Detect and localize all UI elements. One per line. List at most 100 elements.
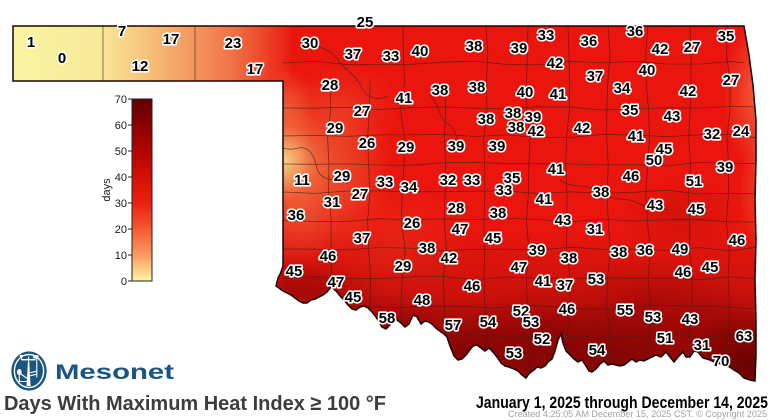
svg-text:42: 42 <box>574 120 591 137</box>
svg-text:24: 24 <box>733 123 750 140</box>
svg-text:53: 53 <box>588 271 605 288</box>
svg-text:41: 41 <box>536 191 553 208</box>
svg-text:46: 46 <box>559 301 576 318</box>
svg-text:35: 35 <box>622 102 639 119</box>
svg-text:Days With Maximum Heat Index ≥: Days With Maximum Heat Index ≥ 100 °F <box>4 392 386 415</box>
svg-text:26: 26 <box>404 215 421 232</box>
svg-text:Created 4:25:05 AM December 15: Created 4:25:05 AM December 15, 2025 CST… <box>508 409 767 420</box>
svg-text:39: 39 <box>511 40 528 57</box>
svg-text:43: 43 <box>647 197 664 214</box>
svg-text:50: 50 <box>646 152 663 169</box>
svg-text:38: 38 <box>508 119 525 136</box>
svg-text:54: 54 <box>480 314 497 331</box>
svg-text:40: 40 <box>115 172 127 184</box>
svg-text:28: 28 <box>448 200 465 217</box>
svg-text:52: 52 <box>513 303 530 320</box>
svg-text:38: 38 <box>466 38 483 55</box>
svg-text:11: 11 <box>294 172 310 189</box>
svg-text:46: 46 <box>729 232 746 249</box>
svg-text:33: 33 <box>496 182 513 199</box>
svg-text:38: 38 <box>419 240 436 257</box>
svg-text:47: 47 <box>511 259 528 276</box>
svg-text:42: 42 <box>652 41 669 58</box>
svg-text:42: 42 <box>680 83 697 100</box>
svg-text:27: 27 <box>352 186 369 203</box>
svg-text:37: 37 <box>587 68 604 85</box>
svg-text:53: 53 <box>506 345 523 362</box>
svg-text:38: 38 <box>561 250 578 267</box>
svg-text:31: 31 <box>324 194 341 211</box>
svg-text:36: 36 <box>288 207 305 224</box>
svg-text:48: 48 <box>414 292 431 309</box>
svg-text:17: 17 <box>163 31 180 48</box>
svg-text:63: 63 <box>736 328 753 345</box>
svg-text:January 1, 2025 through Decemb: January 1, 2025 through December 14, 202… <box>476 394 768 412</box>
svg-text:29: 29 <box>398 139 415 156</box>
svg-text:42: 42 <box>528 123 545 140</box>
svg-text:39: 39 <box>525 109 542 126</box>
svg-text:47: 47 <box>452 221 469 238</box>
svg-text:38: 38 <box>469 79 486 96</box>
svg-text:53: 53 <box>523 314 540 331</box>
svg-text:27: 27 <box>684 39 701 56</box>
svg-text:46: 46 <box>675 264 692 281</box>
svg-text:36: 36 <box>581 33 598 50</box>
svg-text:39: 39 <box>717 159 734 176</box>
svg-text:53: 53 <box>645 309 662 326</box>
svg-text:38: 38 <box>505 105 522 122</box>
svg-text:60: 60 <box>115 120 127 132</box>
svg-text:7: 7 <box>118 23 126 40</box>
svg-text:41: 41 <box>628 128 645 145</box>
svg-text:33: 33 <box>464 172 481 189</box>
svg-text:45: 45 <box>688 201 705 218</box>
svg-text:35: 35 <box>504 170 521 187</box>
svg-text:45: 45 <box>485 230 502 247</box>
svg-text:32: 32 <box>440 172 457 189</box>
svg-text:43: 43 <box>682 311 699 328</box>
svg-text:70: 70 <box>713 353 730 370</box>
svg-text:50: 50 <box>115 146 127 158</box>
svg-text:36: 36 <box>627 23 644 40</box>
svg-text:12: 12 <box>132 58 149 75</box>
svg-text:55: 55 <box>617 302 634 319</box>
svg-text:37: 37 <box>354 230 371 247</box>
svg-text:43: 43 <box>664 108 681 125</box>
svg-text:34: 34 <box>401 179 418 196</box>
svg-text:39: 39 <box>529 242 546 259</box>
svg-text:26: 26 <box>359 135 376 152</box>
svg-text:38: 38 <box>478 111 495 128</box>
svg-text:29: 29 <box>327 120 344 137</box>
svg-text:46: 46 <box>623 168 640 185</box>
svg-text:20: 20 <box>115 224 127 236</box>
svg-text:47: 47 <box>328 274 345 291</box>
svg-text:38: 38 <box>593 184 610 201</box>
svg-text:27: 27 <box>354 103 371 120</box>
svg-text:31: 31 <box>694 337 711 354</box>
svg-text:54: 54 <box>589 342 606 359</box>
svg-text:29: 29 <box>334 168 351 185</box>
svg-text:43: 43 <box>555 212 572 229</box>
svg-text:41: 41 <box>535 273 552 290</box>
svg-text:40: 40 <box>639 62 656 79</box>
svg-text:40: 40 <box>517 84 534 101</box>
svg-text:0: 0 <box>121 276 127 288</box>
svg-text:33: 33 <box>538 27 555 44</box>
svg-text:45: 45 <box>656 141 673 158</box>
svg-text:30: 30 <box>302 35 319 52</box>
svg-text:31: 31 <box>587 221 604 238</box>
svg-text:51: 51 <box>686 173 703 190</box>
svg-text:51: 51 <box>657 330 674 347</box>
svg-text:45: 45 <box>286 263 303 280</box>
svg-text:30: 30 <box>115 198 127 210</box>
svg-text:Mesonet: Mesonet <box>55 360 174 384</box>
svg-text:10: 10 <box>115 250 127 262</box>
svg-text:0: 0 <box>58 50 66 67</box>
svg-text:42: 42 <box>441 250 458 267</box>
svg-text:days: days <box>101 178 113 202</box>
svg-text:23: 23 <box>225 35 242 52</box>
svg-text:32: 32 <box>704 126 721 143</box>
svg-text:39: 39 <box>489 138 506 155</box>
svg-text:37: 37 <box>557 277 574 294</box>
svg-text:52: 52 <box>534 331 551 348</box>
svg-text:38: 38 <box>611 244 628 261</box>
